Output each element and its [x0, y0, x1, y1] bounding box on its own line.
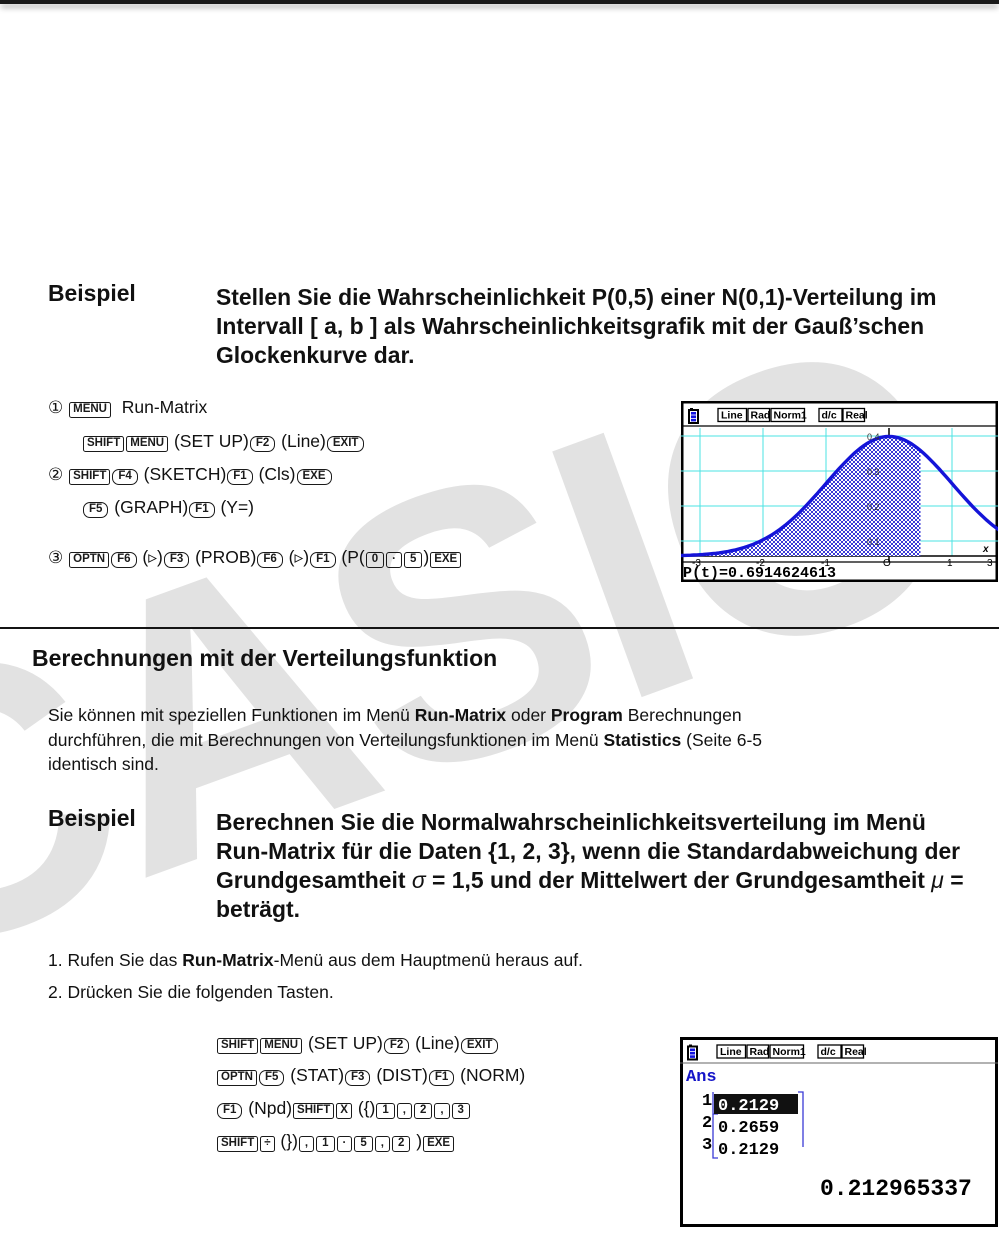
- svg-text:Real: Real: [845, 1046, 867, 1058]
- svg-text:Rad: Rad: [751, 410, 771, 422]
- svg-text:1: 1: [702, 1092, 712, 1111]
- svg-text:0.3: 0.3: [867, 467, 880, 477]
- svg-text:Norm1: Norm1: [774, 410, 807, 422]
- svg-text:2: 2: [702, 1114, 712, 1133]
- svg-text:0.1: 0.1: [867, 537, 880, 547]
- svg-text:0.212965337: 0.212965337: [820, 1176, 972, 1202]
- svg-text:d/c: d/c: [821, 1046, 836, 1058]
- svg-text:3: 3: [987, 558, 993, 569]
- svg-text:0.2: 0.2: [867, 502, 880, 512]
- svg-text:0.4: 0.4: [867, 432, 880, 442]
- svg-text:1: 1: [947, 558, 953, 569]
- svg-text:0.2129: 0.2129: [718, 1097, 779, 1116]
- svg-text:Line: Line: [721, 410, 743, 422]
- svg-text:0.2129: 0.2129: [718, 1141, 779, 1160]
- svg-text:Rad: Rad: [750, 1046, 770, 1058]
- svg-text:d/c: d/c: [822, 410, 837, 422]
- svg-text:Line: Line: [720, 1046, 742, 1058]
- svg-text:x: x: [982, 544, 989, 555]
- svg-text:Real: Real: [846, 410, 868, 422]
- svg-text:3: 3: [702, 1136, 712, 1155]
- svg-text:O: O: [883, 558, 891, 569]
- svg-text:Ans: Ans: [686, 1068, 717, 1087]
- svg-text:0.2659: 0.2659: [718, 1119, 779, 1138]
- svg-text:P(t)=0.6914624613: P(t)=0.6914624613: [683, 565, 836, 582]
- svg-text:Norm1: Norm1: [773, 1046, 806, 1058]
